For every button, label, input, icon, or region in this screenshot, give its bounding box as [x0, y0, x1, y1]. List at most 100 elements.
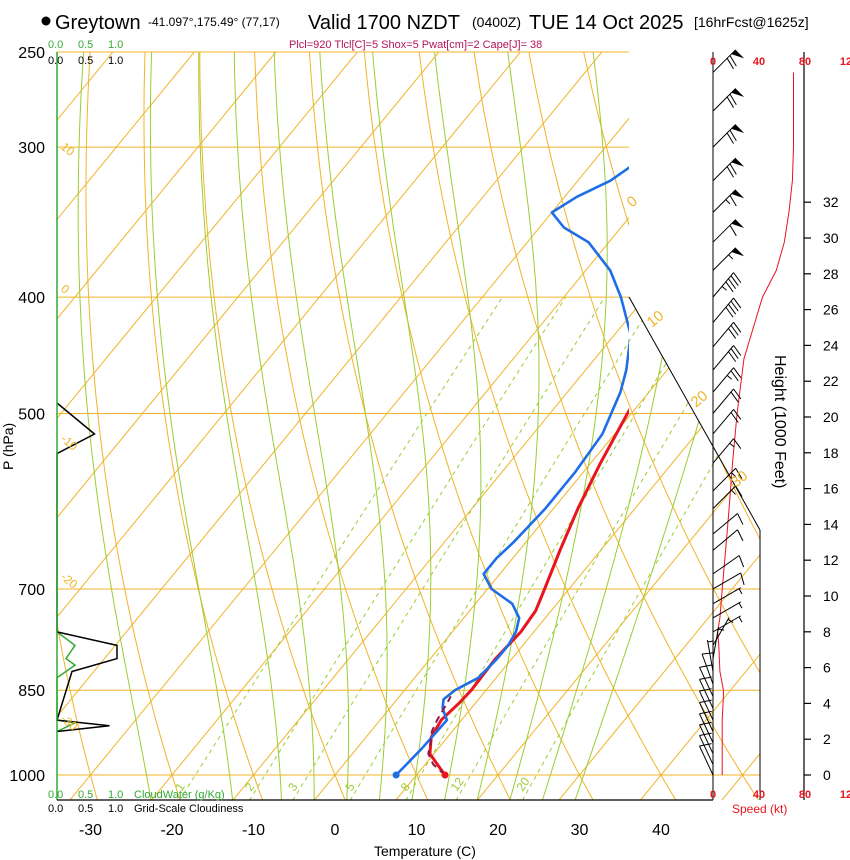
mixing-ratio-line [405, 296, 707, 800]
surface-dewpoint-marker [392, 771, 400, 779]
temperature-tick-label: 0 [331, 822, 340, 839]
height-tick-label: 12 [823, 552, 839, 568]
surface-temperature-marker [441, 771, 449, 779]
wind-barb [699, 676, 714, 709]
mixing-ratio-line [178, 296, 503, 800]
cloudwater-label: CloudWater (g/Kg) [134, 789, 225, 801]
dry-adiabat [307, 52, 512, 800]
moist-adiabat [509, 52, 608, 800]
temperature-tick-label: 40 [652, 822, 670, 839]
wind-barb [712, 627, 725, 659]
isotherm [57, 52, 457, 800]
speed-tick-bottom: 40 [753, 789, 765, 801]
temperature-tick-label: 20 [489, 822, 507, 839]
speed-tick-top: 40 [753, 56, 765, 68]
isobar-layer [57, 51, 760, 776]
dry-adiabat [416, 52, 677, 800]
pressure-tick-label: 500 [18, 407, 45, 424]
isotherm [313, 52, 760, 800]
height-tick-label: 6 [823, 660, 831, 676]
height-tick-label: 20 [823, 409, 839, 425]
cloudwater-scale-0-bottom: 0.0 [48, 789, 63, 801]
height-tick-label: 32 [823, 194, 839, 210]
wind-barb [699, 732, 714, 765]
moist-adiabat [233, 52, 315, 800]
station-coords: -41.097°,175.49° (77,17) [148, 15, 280, 29]
axis-layer: 1 2 3 5 8 12 20100-10-20-300102030250300400500… [9, 45, 850, 839]
mixing-ratio-line [248, 296, 567, 800]
height-tick-label: 24 [823, 337, 839, 353]
isotherm [69, 52, 702, 800]
isotherm [57, 52, 620, 800]
wind-barb [712, 388, 742, 414]
pressure-tick-label: 300 [18, 140, 45, 157]
wind-barb [712, 321, 742, 348]
temperature-tick-label: 30 [571, 822, 589, 839]
cloudiness-scale-05-top: 0.5 [78, 55, 93, 67]
isotherm [558, 52, 760, 800]
wind-barb [712, 467, 743, 492]
wind-barb [699, 688, 714, 721]
height-tick-label: 22 [823, 373, 839, 389]
dry-adiabat [524, 52, 760, 800]
parcel-indices: Plcl=920 Tlcl[C]=5 Shox=5 Pwat[cm]=2 Cap… [289, 39, 542, 51]
diagram-right-edge [628, 296, 761, 531]
pressure-tick-label: 250 [18, 45, 45, 62]
speed-tick-top: 12 [840, 56, 850, 68]
dry-adiabat [470, 52, 760, 800]
wind-barb [712, 615, 743, 633]
cloudwater-scale-1-bottom: 1.0 [108, 789, 123, 801]
cloudwater-scale-0-top: 0.0 [48, 39, 63, 51]
wind-barb [712, 529, 744, 551]
dry-adiabat [85, 52, 181, 800]
wind-barb [712, 189, 745, 213]
wind-barb [712, 297, 742, 323]
wind-barb [712, 367, 742, 393]
height-tick-label: 4 [823, 695, 831, 711]
speed-tick-top: 80 [799, 56, 811, 68]
height-tick-label: 14 [823, 516, 839, 532]
speed-axis-title: Speed (kt) [732, 802, 787, 816]
speed-tick-bottom: 12 [840, 789, 850, 801]
wind-barb [712, 587, 743, 605]
moist-adiabat [476, 52, 540, 800]
moist-adiabat [198, 52, 282, 800]
wind-barb [712, 513, 744, 535]
cloudiness-profile [56, 402, 118, 733]
height-tick-label: 2 [823, 731, 831, 747]
cloudiness-scale-05-bottom: 0.5 [78, 803, 93, 815]
speed-tick-top: 0 [710, 56, 716, 68]
height-tick-label: 28 [823, 266, 839, 282]
mixing-ratio-line [455, 296, 752, 800]
moist-adiabat [77, 52, 152, 800]
moist-adiabat [431, 52, 482, 800]
moist-adiabat [149, 52, 234, 800]
wind-barb [712, 88, 745, 112]
wind-barb [701, 652, 715, 685]
y-axis-title: P (hPa) [0, 423, 16, 470]
wind-barb [699, 710, 714, 743]
height-tick-label: 16 [823, 481, 839, 497]
isotherm [57, 52, 213, 800]
isotherm [57, 52, 539, 800]
pressure-tick-label: 1000 [9, 768, 45, 785]
height-axis-title: Height (1000 Feet) [771, 355, 788, 488]
isotherm [57, 52, 376, 800]
dry-adiabat [143, 52, 264, 800]
mixing-ratio-line [349, 296, 657, 800]
wind-barb [712, 438, 742, 464]
wind-barb [712, 219, 745, 243]
grid-layer [57, 52, 760, 800]
forecast-info: [16hrFcst@1625z] [694, 14, 809, 30]
cloudwater-scale-05-bottom: 0.5 [78, 789, 93, 801]
station-marker-icon [41, 16, 51, 26]
height-tick-label: 0 [823, 767, 831, 783]
parcel-profile [427, 695, 452, 776]
isotherm [57, 52, 294, 800]
dry-adiabat [362, 52, 594, 800]
height-tick-label: 8 [823, 624, 831, 640]
mixing-ratio-line [292, 296, 606, 800]
series-layer [392, 166, 629, 779]
height-tick-label: 26 [823, 302, 839, 318]
